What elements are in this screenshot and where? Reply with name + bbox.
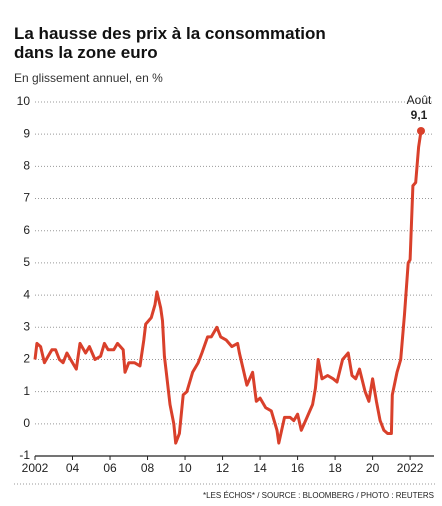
y-tick-label: -1 [19, 448, 30, 462]
chart-subtitle: En glissement annuel, en % [14, 71, 163, 85]
end-label-month: Août [407, 93, 432, 107]
chart-title: La hausse des prix à la consommation dan… [14, 24, 326, 62]
x-tick-label: 2002 [22, 461, 49, 475]
y-tick-label: 5 [23, 255, 30, 269]
y-tick-label: 3 [23, 319, 30, 333]
y-tick-label: 0 [23, 416, 30, 430]
end-point [416, 126, 425, 135]
x-tick-label: 18 [328, 461, 342, 475]
y-tick-label: 8 [23, 159, 30, 173]
x-tick-label: 14 [253, 461, 267, 475]
x-tick-label: 16 [291, 461, 305, 475]
y-tick-label: 1 [23, 384, 30, 398]
x-tick-label: 08 [141, 461, 155, 475]
y-tick-label: 4 [23, 287, 30, 301]
line [33, 130, 423, 445]
y-tick-label: 7 [23, 191, 30, 205]
x-tick-label: 12 [216, 461, 230, 475]
y-tick-label: 10 [17, 94, 31, 108]
end-label-value: 9,1 [411, 108, 428, 122]
y-tick-label: 9 [23, 126, 30, 140]
x-tick-label: 04 [66, 461, 80, 475]
source: *LES ÉCHOS* / SOURCE : BLOOMBERG / PHOTO… [203, 491, 434, 500]
x-tick-label: 10 [178, 461, 192, 475]
x-tick-label: 06 [103, 461, 117, 475]
x-tick-label: 20 [366, 461, 380, 475]
y-tick-label: 2 [23, 352, 30, 366]
y-tick-label: 6 [23, 223, 30, 237]
x-tick-label: 2022 [397, 461, 424, 475]
